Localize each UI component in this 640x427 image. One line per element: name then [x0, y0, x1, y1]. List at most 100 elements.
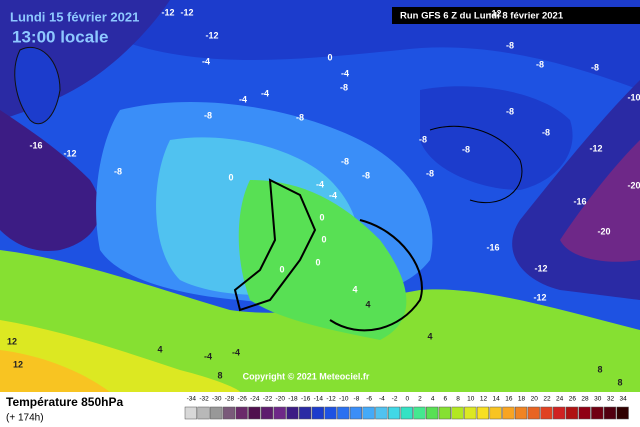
contour-label: 4: [365, 299, 370, 309]
contour-label: -12: [205, 30, 218, 40]
legend-swatch: [286, 406, 299, 420]
contour-label: -8: [114, 166, 122, 176]
legend-swatch: [222, 406, 236, 420]
contour-label: -8: [362, 170, 370, 180]
contour-label: -20: [597, 226, 610, 236]
legend-swatch: [299, 406, 312, 420]
legend-value: -2: [392, 396, 398, 403]
contour-label: -20: [627, 180, 640, 190]
contour-label: -8: [340, 82, 348, 92]
legend-value: -34: [187, 396, 197, 403]
cold-west: [0, 110, 100, 251]
contour-label: -12: [180, 7, 193, 17]
legend-swatch: [426, 406, 439, 420]
contour-label: 0: [319, 212, 324, 222]
contour-label: -12: [161, 7, 174, 17]
legend-value: 22: [543, 396, 551, 403]
contour-label: 0: [321, 234, 326, 244]
contour-label: -12: [589, 143, 602, 153]
legend-swatch: [311, 406, 324, 420]
legend-value: -22: [263, 396, 273, 403]
legend-value: 10: [467, 396, 475, 403]
legend-value: 2: [418, 396, 422, 403]
legend-swatch: [260, 406, 274, 420]
legend-swatch: [540, 406, 553, 420]
footer-lead: (+ 174h): [6, 413, 44, 424]
legend-swatch: [210, 406, 223, 420]
legend-value: -18: [288, 396, 298, 403]
coastline: [429, 125, 523, 204]
run-info: Run GFS 6 Z du Lundi 8 février 2021: [400, 11, 564, 22]
legend-swatch: [565, 406, 578, 420]
legend-swatch: [184, 406, 197, 420]
legend-swatch: [476, 406, 490, 420]
contour-label: 0: [327, 52, 332, 62]
legend-value: 4: [431, 396, 435, 403]
contour-label: -8: [506, 40, 514, 50]
map: [0, 0, 640, 392]
legend-value: -32: [199, 396, 209, 403]
contour-label: -12: [488, 8, 501, 18]
legend-swatch: [197, 406, 210, 420]
coldest-east: [560, 140, 640, 262]
contour-label: -16: [573, 196, 586, 206]
legend-swatch: [438, 406, 451, 420]
legend-swatch: [502, 406, 515, 420]
contour-label: 12: [7, 336, 17, 346]
contour-label: -4: [204, 351, 212, 361]
run-box: [392, 7, 640, 24]
legend-swatch: [235, 406, 248, 420]
contour-label: -8: [462, 144, 470, 154]
legend-value: 28: [581, 396, 589, 403]
legend-value: 8: [456, 396, 460, 403]
legend-swatch: [464, 406, 477, 420]
legend-value: 16: [505, 396, 513, 403]
legend-value: 20: [531, 396, 539, 403]
legend-swatch: [375, 406, 388, 420]
legend-value: 0: [405, 396, 409, 403]
legend-swatch: [578, 406, 591, 420]
contour-label: 4: [352, 284, 357, 294]
legend-swatch: [349, 406, 363, 420]
legend-value: -8: [354, 396, 360, 403]
coastline: [233, 178, 317, 312]
legend-value: -6: [366, 396, 372, 403]
contour-label: 0: [315, 257, 320, 267]
legend-value: 32: [607, 396, 615, 403]
contour-label: -8: [204, 110, 212, 120]
britain-warm: [238, 180, 407, 340]
legend-swatch: [527, 406, 540, 420]
contour-label: -8: [426, 168, 434, 178]
legend-swatch: [616, 406, 629, 420]
contour-label: -4: [232, 347, 240, 357]
coastline: [329, 219, 423, 332]
legend-value: 6: [444, 396, 448, 403]
legend-swatch: [324, 406, 337, 420]
legend-swatch: [337, 406, 350, 420]
contour-label: -8: [542, 127, 550, 137]
contour-label: -12: [533, 292, 546, 302]
legend-swatch: [273, 406, 286, 420]
contour-label: -4: [329, 190, 337, 200]
contour-label: -8: [591, 62, 599, 72]
contour-label: 12: [13, 359, 23, 369]
contour-label: -8: [536, 59, 544, 69]
hottest-southwest: [0, 350, 110, 392]
legend-value: 18: [518, 396, 526, 403]
contour-label: -8: [506, 106, 514, 116]
legend-value: -30: [212, 396, 222, 403]
legend-value: -4: [379, 396, 385, 403]
legend-value: 26: [569, 396, 577, 403]
contour-label: 0: [279, 264, 284, 274]
contour-label: 4: [427, 331, 432, 341]
contour-label: 8: [597, 364, 602, 374]
legend-swatch: [591, 406, 604, 420]
contour-label: -4: [341, 68, 349, 78]
contour-label: -16: [486, 242, 499, 252]
contour-label: 8: [617, 377, 622, 387]
contour-label: -8: [419, 134, 427, 144]
legend-swatch: [603, 406, 617, 420]
legend-value: 12: [480, 396, 488, 403]
contour-label: -4: [316, 179, 324, 189]
